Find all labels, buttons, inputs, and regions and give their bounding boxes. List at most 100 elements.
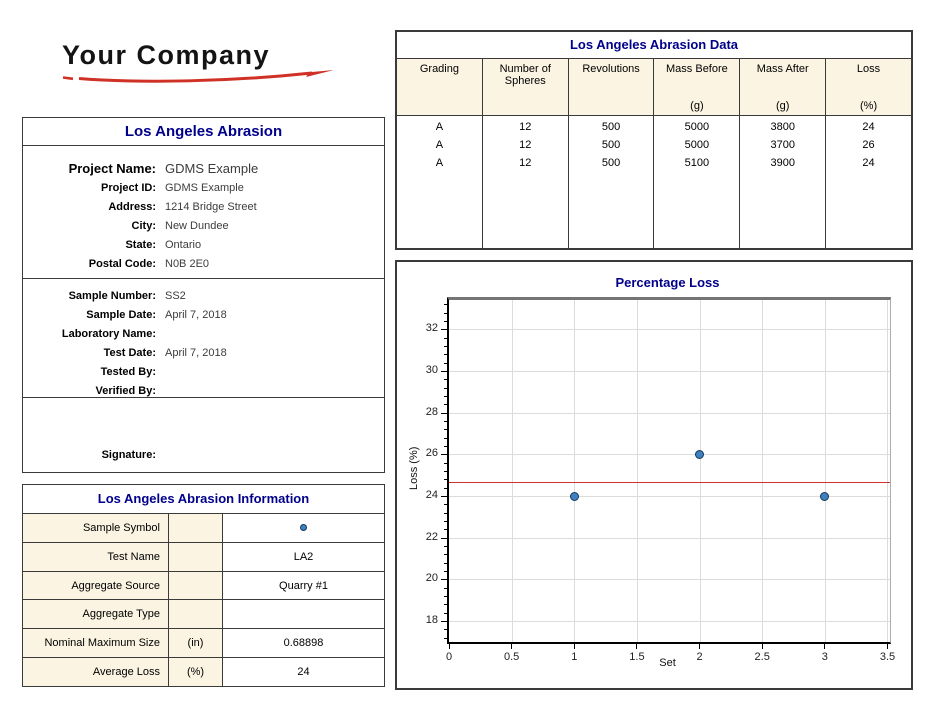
data-table-body: A A A 12 12 12 500 500 500 5000 5000 5100 3800 3700 39… xyxy=(397,116,911,248)
chart-mean-line xyxy=(449,482,890,484)
chart-gridline-v xyxy=(762,300,764,642)
chart-gridline-v xyxy=(824,300,826,642)
data-table-cell: 500 xyxy=(601,121,621,133)
y-axis-minor-tick xyxy=(444,554,447,556)
data-table-column-unit xyxy=(571,100,652,112)
info-row-unit xyxy=(169,514,223,542)
info-row-label: Average Loss xyxy=(23,658,169,686)
y-axis-minor-tick xyxy=(444,404,447,406)
project-field-value: 1214 Bridge Street xyxy=(165,201,257,213)
report-title: Los Angeles Abrasion xyxy=(23,118,384,146)
sample-field-label: Laboratory Name: xyxy=(61,328,156,340)
data-table-cell: A xyxy=(435,157,444,169)
y-axis-minor-tick xyxy=(444,471,447,472)
y-axis-minor-tick xyxy=(444,504,447,506)
data-table-header-cell: Revolutions xyxy=(569,59,655,115)
data-table-column-name: Loss xyxy=(856,63,881,75)
sample-field-row: Laboratory Name: xyxy=(23,325,384,344)
data-table-header-cell: Number of Spheres xyxy=(483,59,569,115)
sample-field-value: SS2 xyxy=(165,290,186,302)
data-table-column: 12 12 12 xyxy=(483,116,569,248)
info-table-rows: Sample Symbol Test Name LA2 Aggregate Sourc… xyxy=(23,514,384,686)
x-axis-tick-label: 0 xyxy=(445,651,453,663)
chart-title: Percentage Loss xyxy=(615,275,720,290)
data-table-cell: 3700 xyxy=(770,139,795,151)
y-axis-tick xyxy=(441,579,447,581)
data-table-column-name: Number of Spheres xyxy=(499,63,551,87)
chart-gridline-v xyxy=(511,300,513,642)
y-axis-minor-tick xyxy=(444,546,447,548)
y-axis-minor-tick xyxy=(444,320,447,322)
info-row-value: 24 xyxy=(223,658,384,686)
y-axis-tick-label: 20 xyxy=(425,572,438,585)
sample-field-row: Sample Date: April 7, 2018 xyxy=(23,306,384,325)
y-axis-minor-tick xyxy=(444,612,447,614)
sample-field-label: Test Date: xyxy=(103,347,156,359)
project-field-row: Address: 1214 Bridge Street xyxy=(23,198,384,217)
info-row-unit: (%) xyxy=(169,658,223,686)
y-axis-tick-label: 24 xyxy=(425,489,438,502)
x-axis-tick xyxy=(573,644,575,649)
y-axis-minor-tick xyxy=(444,395,447,397)
project-field-label: Address: xyxy=(108,201,156,213)
sample-field-row: Sample Number: SS2 xyxy=(23,287,384,306)
project-field-row: State: Ontario xyxy=(23,236,384,255)
project-field-row: Project Name: GDMS Example xyxy=(23,158,384,179)
chart-data-point xyxy=(695,449,705,459)
chart-gridline-h xyxy=(449,537,890,539)
y-axis-minor-tick xyxy=(444,521,447,523)
x-axis-tick xyxy=(511,644,513,649)
data-table-cell: A xyxy=(435,121,444,133)
chart-gridline-h xyxy=(449,621,890,623)
y-axis-minor-tick xyxy=(444,437,447,439)
y-axis-minor-tick xyxy=(444,420,447,422)
project-field-value: GDMS Example xyxy=(165,182,244,194)
y-axis-tick xyxy=(441,412,447,414)
project-field-value: Ontario xyxy=(165,239,202,251)
chart-gridline-h xyxy=(449,329,890,331)
info-table-title: Los Angeles Abrasion Information xyxy=(23,485,384,514)
data-table-header: Grading Number of Spheres Revolutions Ma… xyxy=(397,59,911,116)
y-axis-tick xyxy=(441,537,447,539)
chart-gridline-h xyxy=(449,454,890,456)
sample-field-label: Sample Date: xyxy=(86,309,156,321)
data-table-column-unit xyxy=(485,100,566,112)
info-row-value: Quarry #1 xyxy=(223,571,384,600)
sample-symbol-dot-icon xyxy=(300,524,307,532)
signature-row: Signature: xyxy=(23,446,384,465)
sample-field-value: April 7, 2018 xyxy=(165,309,227,321)
info-table-panel: Los Angeles Abrasion Information Sample … xyxy=(22,484,385,687)
data-table-column-name: Grading xyxy=(419,63,459,75)
info-row-unit xyxy=(169,542,223,571)
chart-gridline-v xyxy=(699,300,701,642)
y-axis-minor-tick xyxy=(444,637,447,639)
data-table-cell: A xyxy=(435,139,444,151)
chart-panel: Percentage Loss 18 20 22 24 26 28 30 32 0 0.5 1 1.5… xyxy=(395,260,913,690)
info-row-unit xyxy=(169,571,223,600)
y-axis-minor-tick xyxy=(444,604,447,606)
info-row-label: Aggregate Type xyxy=(23,600,169,629)
data-table-column-name: Mass Before xyxy=(666,63,728,75)
info-table-row: Average Loss (%) 24 xyxy=(23,657,384,686)
sample-field-label: Sample Number: xyxy=(68,290,156,302)
sample-field-value xyxy=(161,363,384,382)
chart-data-point xyxy=(569,491,579,501)
project-field-row: Postal Code: N0B 2E0 xyxy=(23,255,384,274)
project-field-value: N0B 2E0 xyxy=(165,258,210,270)
data-table-cell: 3800 xyxy=(770,121,795,133)
data-table-cell: 5100 xyxy=(684,157,710,169)
y-axis-minor-tick xyxy=(444,462,447,464)
y-axis-minor-tick xyxy=(444,362,447,364)
data-table-column-name: Revolutions xyxy=(582,63,640,75)
x-axis-tick-label: 3 xyxy=(821,651,828,663)
info-row-value: 0.68898 xyxy=(223,629,384,658)
sample-field-row: Tested By: xyxy=(23,363,384,382)
info-table-row: Aggregate Source Quarry #1 xyxy=(23,570,384,600)
chart-gridline-h xyxy=(449,370,890,372)
x-axis-tick xyxy=(824,644,826,649)
data-table-column: 5000 5000 5100 xyxy=(654,116,741,248)
y-axis-minor-tick xyxy=(444,479,447,481)
x-axis-tick xyxy=(699,644,701,649)
